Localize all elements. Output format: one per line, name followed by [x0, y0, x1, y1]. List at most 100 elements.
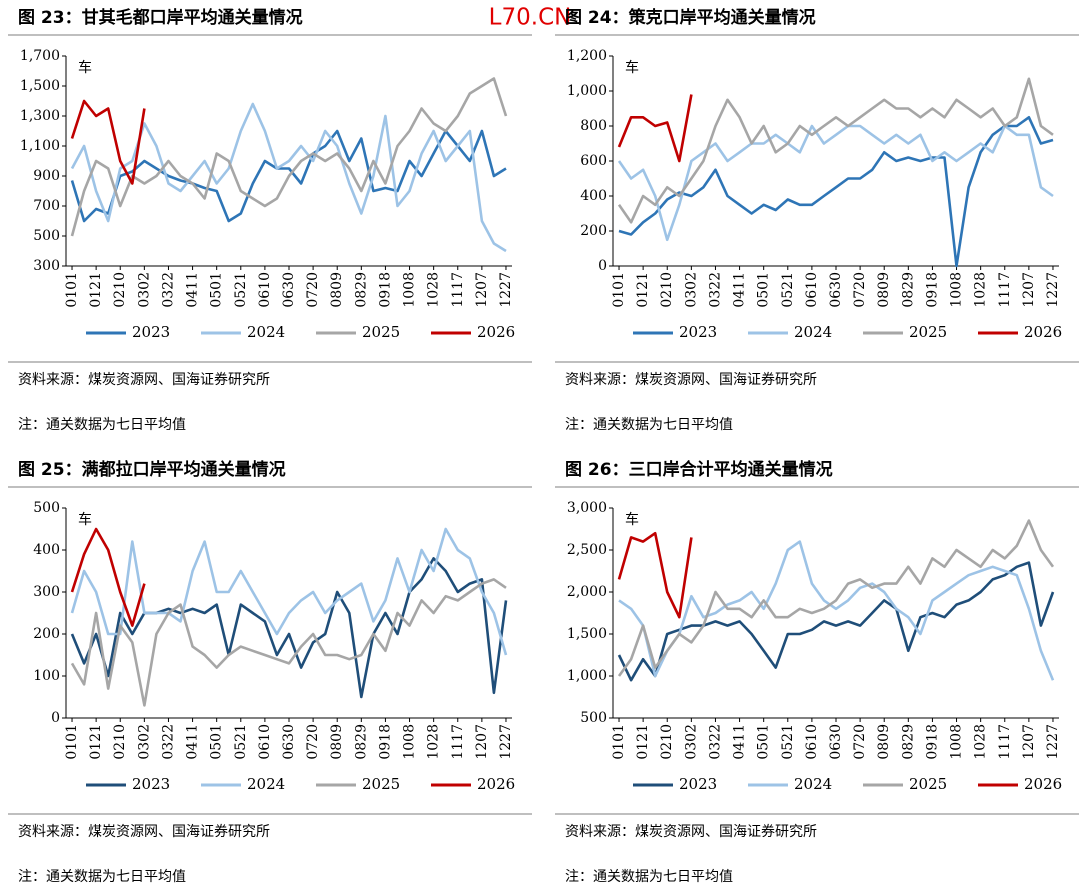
legend-label: 2026: [1024, 775, 1062, 793]
x-tick-label: 0101: [64, 724, 80, 760]
legend-label: 2025: [909, 323, 947, 341]
chart-title: 图 25：满都拉口岸平均通关量情况: [18, 459, 286, 480]
x-tick-label: 0210: [112, 272, 128, 308]
x-tick-label: 0411: [185, 272, 201, 308]
source-text: 资料来源：煤炭资源网、国海证券研究所: [18, 824, 270, 840]
note-text: 注：通关数据为七日平均值: [18, 417, 186, 433]
x-tick-label: 1028: [426, 724, 442, 760]
chart-title: 图 24：策克口岸平均通关量情况: [565, 7, 816, 28]
note-text: 注：通关数据为七日平均值: [18, 869, 186, 885]
legend-label: 2025: [362, 775, 400, 793]
x-tick-label: 1227: [498, 272, 514, 308]
y-tick-label: 700: [33, 198, 60, 214]
y-tick-label: 200: [580, 223, 607, 239]
y-tick-label: 1,700: [20, 48, 60, 64]
x-tick-label: 0302: [683, 724, 699, 760]
x-tick-label: 0121: [635, 272, 651, 308]
series-line: [617, 531, 693, 619]
series-line: [70, 578, 507, 707]
x-tick-label: 0101: [64, 272, 80, 308]
x-tick-label: 0501: [209, 272, 225, 308]
x-tick-label: 0121: [88, 272, 104, 308]
y-tick-label: 900: [33, 168, 60, 184]
y-tick-label: 100: [33, 668, 60, 684]
series-line: [617, 94, 693, 163]
x-tick-label: 0322: [160, 724, 176, 760]
series-line: [617, 519, 1055, 677]
x-tick-label: 0809: [876, 272, 892, 308]
y-tick-label: 800: [580, 118, 607, 134]
y-tick-label: 1,200: [567, 48, 607, 64]
series-line: [70, 527, 508, 656]
x-tick-label: 1008: [402, 272, 418, 308]
series-line: [617, 77, 1054, 224]
x-tick-label: 0521: [780, 272, 796, 308]
y-tick-label: 200: [33, 626, 60, 642]
chart-title: 图 26：三口岸合计平均通关量情况: [565, 459, 833, 480]
legend-label: 2024: [247, 775, 285, 793]
x-tick-label: 1207: [474, 272, 490, 308]
x-tick-label: 0829: [900, 724, 916, 760]
x-tick-label: 0210: [112, 724, 128, 760]
x-tick-label: 0210: [659, 724, 675, 760]
x-tick-label: 0610: [804, 272, 820, 308]
x-tick-label: 1008: [949, 272, 965, 308]
legend-label: 2023: [132, 323, 170, 341]
y-tick-label: 500: [33, 500, 60, 516]
y-tick-label: 2,000: [567, 584, 607, 600]
unit-label: 车: [78, 511, 92, 528]
x-tick-label: 0720: [852, 272, 868, 308]
watermark: L70.CN: [489, 5, 572, 31]
y-tick-label: 2,500: [567, 542, 607, 558]
legend-label: 2024: [794, 775, 832, 793]
x-tick-label: 0501: [756, 272, 772, 308]
x-tick-label: 0720: [305, 724, 321, 760]
x-tick-label: 1117: [997, 724, 1013, 760]
y-tick-label: 3,000: [567, 500, 607, 516]
series-line: [70, 99, 146, 185]
y-tick-label: 1,000: [567, 668, 607, 684]
x-tick-label: 0630: [281, 724, 297, 760]
y-tick-label: 1,300: [20, 108, 60, 124]
x-tick-label: 0521: [233, 724, 249, 760]
x-tick-label: 0322: [707, 272, 723, 308]
x-tick-label: 1227: [498, 724, 514, 760]
legend-label: 2023: [679, 775, 717, 793]
x-tick-label: 0322: [160, 272, 176, 308]
x-tick-label: 0101: [611, 724, 627, 760]
unit-label: 车: [625, 511, 639, 528]
chart-title: 图 23：甘其毛都口岸平均通关量情况: [18, 7, 303, 28]
x-tick-label: 1028: [426, 272, 442, 308]
x-tick-label: 0720: [852, 724, 868, 760]
y-tick-label: 400: [580, 188, 607, 204]
x-tick-label: 0809: [329, 724, 345, 760]
legend-label: 2024: [794, 323, 832, 341]
unit-label: 车: [625, 59, 639, 76]
x-tick-label: 0610: [257, 724, 273, 760]
x-tick-label: 1117: [450, 272, 466, 308]
x-tick-label: 0121: [88, 724, 104, 760]
series-line: [70, 102, 507, 253]
x-tick-label: 0411: [732, 724, 748, 760]
y-tick-label: 1,500: [20, 78, 60, 94]
legend-label: 2026: [477, 323, 515, 341]
series-line: [70, 557, 508, 699]
x-tick-label: 0918: [924, 724, 940, 760]
series-line: [618, 540, 1055, 681]
x-tick-label: 1207: [474, 724, 490, 760]
series-line: [70, 527, 146, 627]
x-tick-label: 0918: [377, 272, 393, 308]
y-tick-label: 500: [580, 710, 607, 726]
x-tick-label: 0302: [136, 724, 152, 760]
x-tick-label: 0610: [804, 724, 820, 760]
x-tick-label: 0829: [353, 724, 369, 760]
x-tick-label: 0630: [281, 272, 297, 308]
x-tick-label: 0610: [257, 272, 273, 308]
y-tick-label: 300: [33, 258, 60, 274]
y-tick-label: 0: [598, 258, 607, 274]
x-tick-label: 0829: [900, 272, 916, 308]
legend-label: 2025: [362, 323, 400, 341]
x-tick-label: 0918: [377, 724, 393, 760]
x-tick-label: 0829: [353, 272, 369, 308]
x-tick-label: 1117: [450, 724, 466, 760]
